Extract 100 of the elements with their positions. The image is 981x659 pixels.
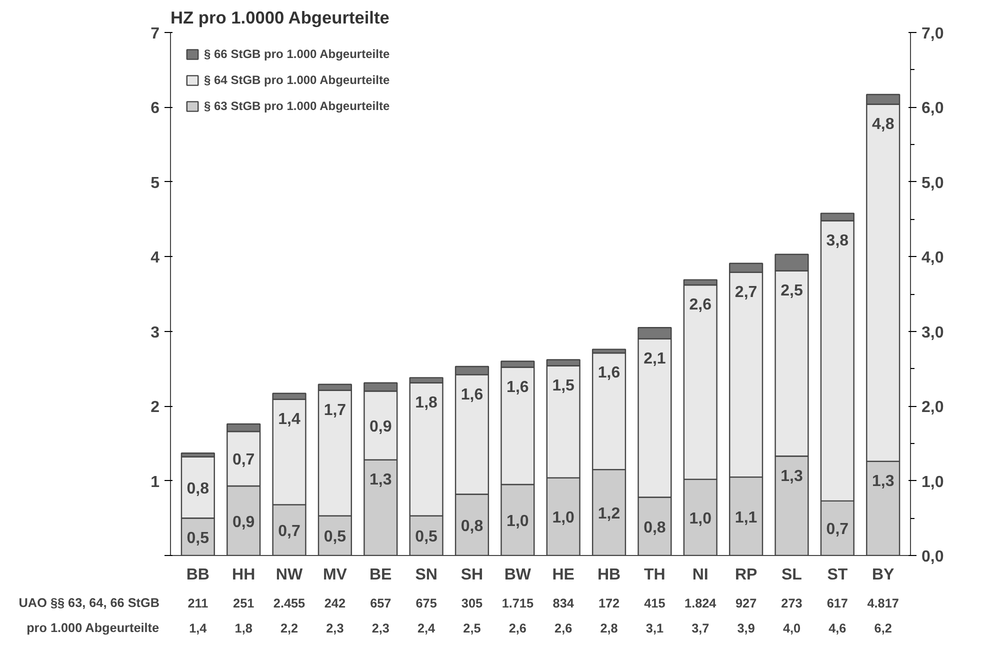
data-label: 2,7	[734, 284, 758, 302]
data-label: 0,5	[324, 528, 346, 546]
text: 1.824	[684, 596, 716, 610]
text: 2,3	[326, 622, 344, 636]
text: 2,6	[508, 622, 526, 636]
x-tick-label: RP	[734, 566, 758, 584]
y2-tick-label: 0,0	[922, 548, 944, 566]
data-label: 0,7	[826, 521, 849, 538]
data-label: 0,8	[186, 480, 210, 498]
data-label: 0,9	[370, 418, 392, 436]
data-label: 0,8	[644, 519, 666, 536]
x-tick-label: BE	[370, 566, 392, 584]
text: 834	[552, 596, 574, 610]
data-label: 1,6	[460, 386, 484, 404]
text: 242	[324, 596, 346, 610]
text: 4.817	[867, 596, 899, 610]
data-label: 0,8	[460, 518, 484, 535]
text: 2,6	[554, 622, 572, 636]
y2-tick-label: 3,0	[922, 324, 944, 342]
text: 2,8	[600, 622, 618, 636]
legend-label: § 63 StGB pro 1.000 Abgeurteilte	[204, 99, 390, 113]
y2-tick-label: 4,0	[922, 250, 944, 267]
data-label: 1,1	[734, 509, 758, 526]
text: 4,0	[782, 622, 801, 636]
data-label: 0,5	[186, 530, 210, 547]
y2-tick-label: 7,0	[922, 26, 944, 42]
text: 2,3	[372, 622, 390, 636]
y-tick-label: 7	[150, 26, 160, 42]
x-tick-label: BW	[504, 566, 532, 584]
text: 617	[826, 596, 848, 610]
legend-label: § 64 StGB pro 1.000 Abgeurteilte	[204, 73, 390, 87]
data-label: 1,3	[780, 468, 803, 485]
data-label: 3,8	[826, 232, 849, 250]
text: 3,1	[646, 622, 664, 636]
text: 1,4	[189, 622, 207, 636]
data-label: 1,4	[278, 411, 300, 428]
y2-tick-label: 2,0	[922, 399, 944, 416]
data-label: 1,3	[370, 472, 392, 489]
text: 2.455	[273, 596, 306, 610]
data-label: 1,0	[552, 510, 575, 527]
x-tick-label: NI	[692, 566, 708, 584]
data-label: 0,7	[278, 523, 300, 540]
y-tick-label: 6	[150, 100, 160, 118]
text: 6,2	[874, 622, 892, 636]
data-label: 1,8	[415, 394, 438, 412]
text: 3,9	[737, 622, 755, 636]
text: 3,7	[692, 622, 710, 636]
data-label: 1,0	[506, 513, 529, 530]
data-label: 4,8	[872, 116, 894, 133]
x-tick-label: MV	[322, 566, 348, 584]
x-tick-label: HH	[232, 566, 256, 584]
y-tick-label: 3	[150, 324, 160, 342]
data-label: 1,5	[552, 377, 575, 394]
data-label: 1,2	[598, 506, 620, 523]
text: 2,2	[280, 622, 298, 636]
y2-tick-label: 6,0	[922, 100, 944, 118]
text: 1.715	[502, 596, 534, 610]
y-tick-label: 4	[150, 250, 160, 267]
x-tick-label: ST	[827, 566, 848, 584]
text: pro 1.000 Abgeurteilte	[26, 621, 160, 635]
text: 251	[233, 596, 254, 610]
text: UAO §§ 63, 64, 66 StGB	[18, 596, 160, 610]
data-label: 1,0	[689, 510, 712, 528]
x-tick-label: SL	[782, 566, 802, 584]
data-label: 1,7	[324, 402, 346, 420]
x-tick-label: BY	[872, 566, 895, 584]
x-tick-label: HE	[552, 566, 575, 584]
text: 2,5	[463, 622, 481, 636]
text: 927	[735, 596, 757, 610]
text: 415	[644, 596, 666, 610]
y-tick-label: 2	[150, 399, 160, 416]
data-label: 1,3	[872, 473, 894, 490]
x-tick-label: SN	[415, 566, 438, 584]
data-label: 0,9	[232, 514, 255, 531]
text: 4,6	[828, 622, 846, 636]
x-tick-label: NW	[276, 566, 304, 584]
x-tick-label: HB	[597, 566, 621, 584]
x-tick-label: TH	[644, 566, 666, 584]
y-tick-label: 1	[150, 474, 160, 491]
text: 211	[188, 596, 208, 610]
data-label: 2,6	[689, 296, 712, 314]
data-label: 1,6	[506, 378, 529, 396]
data-label: 2,5	[780, 282, 803, 300]
text: 172	[598, 596, 620, 610]
y-tick-label: 5	[150, 174, 160, 192]
text: 657	[370, 596, 392, 610]
y2-tick-label: 1,0	[922, 474, 944, 491]
x-tick-label: BB	[186, 566, 210, 584]
data-label: 0,7	[232, 452, 255, 469]
text: 273	[781, 596, 802, 610]
text: 2,4	[418, 622, 436, 636]
data-label: 1,6	[598, 364, 620, 382]
text: 675	[416, 596, 437, 610]
data-label: 2,1	[644, 350, 666, 368]
text: 1,8	[234, 622, 252, 636]
data-label: 0,5	[415, 528, 438, 546]
legend-label: § 66 StGB pro 1.000 Abgeurteilte	[204, 47, 390, 61]
y2-tick-label: 5,0	[922, 174, 944, 192]
chart-title: HZ pro 1.0000 Abgeurteilte	[170, 8, 390, 28]
text: 305	[461, 596, 483, 610]
